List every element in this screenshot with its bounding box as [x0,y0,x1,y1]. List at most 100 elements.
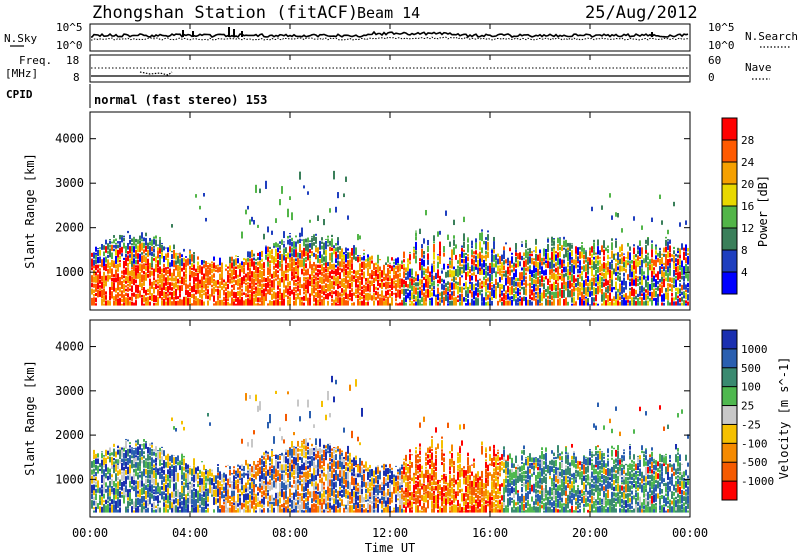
data-cell [445,210,447,216]
data-cell [489,446,491,452]
data-cell [623,267,625,272]
data-cell [603,456,605,459]
data-cell [115,451,117,458]
data-cell [185,296,187,306]
data-cell [507,454,509,461]
data-cell [605,287,607,290]
data-cell [153,449,155,452]
data-cell [231,256,233,262]
data-cell [357,482,359,487]
data-cell [609,283,611,292]
data-cell [353,269,355,274]
data-cell [383,490,385,497]
data-cell [385,464,387,468]
data-cell [485,250,487,255]
data-cell [591,504,593,513]
data-cell [321,502,323,510]
data-cell [161,466,163,474]
data-cell [661,276,663,282]
data-cell [549,465,551,474]
data-cell [505,242,507,245]
data-cell [603,460,605,468]
data-cell [351,247,353,256]
data-cell [433,462,435,470]
data-cell [285,273,287,281]
data-cell [293,267,295,276]
data-cell [357,298,359,306]
data-cell [555,251,557,254]
data-cell [423,508,425,513]
data-cell [159,447,161,452]
data-cell [551,236,553,243]
data-cell [115,464,117,472]
data-cell [651,299,653,306]
data-cell [239,269,241,277]
data-cell [305,269,307,276]
data-cell [281,292,283,301]
data-cell [603,262,605,269]
data-cell [417,287,419,291]
data-cell [415,271,417,277]
data-cell [571,477,573,480]
data-cell [129,296,131,301]
data-cell [461,472,463,477]
data-cell [151,265,153,268]
data-cell [185,478,187,483]
data-cell [453,283,455,290]
data-cell [461,507,463,513]
data-cell [291,256,293,261]
data-cell [287,508,289,513]
data-cell [131,498,133,505]
data-cell [579,287,581,296]
data-cell [157,289,159,296]
colorbar-swatch [722,162,737,185]
data-cell [329,208,331,213]
data-cell [267,267,269,276]
data-cell [601,294,603,302]
data-cell [371,468,373,477]
data-cell [521,451,523,454]
data-cell [313,252,315,257]
data-cell [103,275,105,284]
data-cell [433,285,435,290]
data-cell [149,492,151,497]
data-cell [427,281,429,289]
data-cell [481,254,483,263]
data-cell [431,297,433,306]
data-cell [675,263,677,267]
data-cell [505,460,507,469]
data-cell [603,452,605,457]
data-cell [341,469,343,477]
data-cell [399,272,401,278]
data-cell [399,284,401,289]
data-cell [315,292,317,297]
data-cell [145,500,147,509]
data-cell [375,296,377,301]
data-cell [427,459,429,465]
data-cell [339,246,341,250]
data-cell [183,277,185,286]
data-cell [469,281,471,284]
data-cell [111,478,113,485]
data-cell [601,507,603,513]
data-cell [289,447,291,456]
data-cell [559,275,561,280]
data-cell [351,274,353,282]
data-cell [137,494,139,497]
data-cell [363,255,365,261]
data-cell [255,265,257,274]
data-cell [143,455,145,459]
data-cell [555,495,557,503]
nave-label: Nave [745,61,772,74]
data-cell [497,488,499,495]
data-cell [179,497,181,502]
data-cell [579,502,581,506]
data-cell [299,288,301,296]
data-cell [547,260,549,269]
data-cell [403,297,405,306]
data-cell [299,277,301,283]
data-cell [681,275,683,280]
data-cell [235,292,237,299]
data-cell [181,480,183,486]
